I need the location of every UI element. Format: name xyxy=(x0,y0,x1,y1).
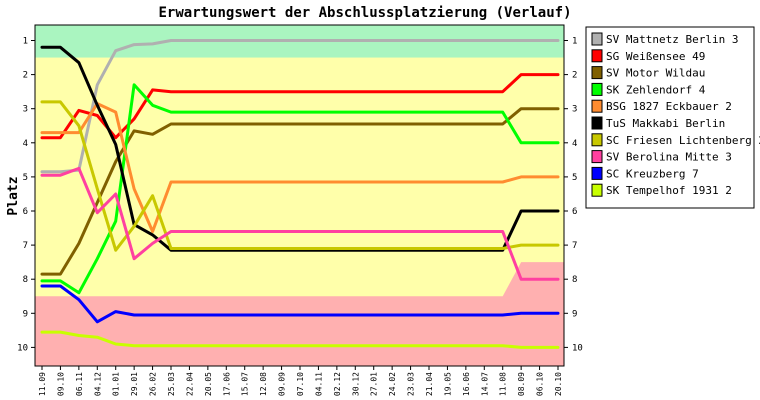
x-tick-label: 17.06 xyxy=(222,372,231,396)
x-tick-label: 08.09 xyxy=(517,372,526,396)
legend-label: TuS Makkabi Berlin xyxy=(606,117,725,130)
legend-label: SC Friesen Lichtenberg 2 xyxy=(606,134,760,147)
legend-swatch xyxy=(591,66,603,80)
y-tick-label-left: 4 xyxy=(23,139,28,149)
x-tick-label: 07.10 xyxy=(296,372,305,396)
x-tick-label: 06.10 xyxy=(536,372,545,396)
x-tick-label: 15.07 xyxy=(241,372,250,396)
legend-label: SV Motor Wildau xyxy=(606,67,705,80)
x-tick-label: 12.08 xyxy=(259,372,268,396)
axes-layer: 1 1 2 2 3 3 4 4 5 5 6 6 7 7 8 8 9 9 10 10 11.09 09.10 06.11 04.… xyxy=(17,24,583,396)
legend-label: BSG 1827 Eckbauer 2 xyxy=(606,100,732,113)
y-axis-label: Platz xyxy=(6,176,21,215)
legend-swatch xyxy=(591,82,603,96)
x-tick-label: 11.08 xyxy=(499,372,508,396)
x-tick-label: 19.05 xyxy=(443,372,452,396)
series-line-10 xyxy=(40,330,560,349)
x-tick-label: 22.04 xyxy=(185,372,194,396)
x-tick-label: 02.12 xyxy=(333,372,342,396)
x-tick-label: 30.12 xyxy=(351,372,360,396)
y-tick-label-right: 7 xyxy=(572,241,577,251)
x-tick-label: 26.02 xyxy=(149,372,158,396)
x-tick-label: 06.11 xyxy=(75,372,84,396)
x-tick-label: 04.11 xyxy=(314,372,323,396)
y-tick-label-right: 2 xyxy=(572,71,577,81)
x-tick-label: 24.02 xyxy=(388,372,397,396)
y-tick-label-right: 1 xyxy=(572,37,577,47)
y-tick-label-right: 9 xyxy=(572,309,577,319)
y-tick-label-right: 10 xyxy=(572,343,583,353)
series-line-4 xyxy=(40,83,560,295)
legend-swatch xyxy=(591,99,603,113)
legend-swatch xyxy=(591,150,603,164)
y-tick-label-left: 6 xyxy=(23,207,28,217)
x-tick-label: 29.01 xyxy=(130,372,139,396)
x-tick-label: 27.01 xyxy=(370,372,379,396)
series-line-5 xyxy=(40,102,560,233)
x-tick-label: 14.07 xyxy=(480,372,489,396)
chart-title: Erwartungswert der Abschlussplatzierung … xyxy=(158,5,571,21)
x-tick-label: 21.04 xyxy=(425,372,434,396)
legend-label: SC Kreuzberg 7 xyxy=(606,167,699,180)
legend-box xyxy=(585,26,755,209)
series-line-8 xyxy=(40,166,560,281)
y-tick-label-left: 5 xyxy=(23,173,28,183)
x-tick-label: 20.05 xyxy=(204,372,213,396)
x-tick-label: 04.12 xyxy=(93,372,102,396)
y-tick-label-right: 4 xyxy=(572,139,577,149)
series-line-6 xyxy=(40,45,560,252)
legend-swatch xyxy=(591,116,603,130)
legend: SV Mattnetz Berlin 3 SG Weißensee 49 SV Mo… xyxy=(585,26,760,209)
legend-swatch xyxy=(591,49,603,63)
x-tick-label: 16.06 xyxy=(462,372,471,396)
y-tick-label-right: 5 xyxy=(572,173,577,183)
y-tick-label-left: 10 xyxy=(17,343,28,353)
x-tick-label: 20.10 xyxy=(554,372,563,396)
x-tick-label: 09.09 xyxy=(278,372,287,396)
legend-label: SK Tempelhof 1931 2 xyxy=(606,184,732,197)
x-tick-label: 25.03 xyxy=(167,372,176,396)
series-line-1 xyxy=(40,39,560,174)
y-tick-label-left: 2 xyxy=(23,71,28,81)
y-tick-label-right: 3 xyxy=(572,105,577,115)
legend-swatch xyxy=(591,133,603,147)
y-tick-label-left: 1 xyxy=(23,37,28,47)
legend-label: SV Berolina Mitte 3 xyxy=(606,151,732,164)
legend-swatch xyxy=(591,183,603,197)
x-tick-label: 09.10 xyxy=(56,372,65,396)
y-tick-label-right: 8 xyxy=(572,275,577,285)
series-line-9 xyxy=(40,284,560,324)
y-tick-label-left: 8 xyxy=(23,275,28,285)
y-tick-label-right: 6 xyxy=(572,207,577,217)
legend-swatch xyxy=(591,32,603,46)
x-tick-label: 11.09 xyxy=(38,372,47,396)
series-layer xyxy=(40,39,560,349)
x-tick-label: 23.03 xyxy=(407,372,416,396)
legend-label: SV Mattnetz Berlin 3 xyxy=(606,33,738,46)
y-tick-label-left: 9 xyxy=(23,309,28,319)
legend-label: SG Weißensee 49 xyxy=(606,50,705,63)
legend-label: SK Zehlendorf 4 xyxy=(606,83,706,96)
x-tick-label: 01.01 xyxy=(112,372,121,396)
y-tick-label-left: 3 xyxy=(23,105,28,115)
y-tick-label-left: 7 xyxy=(23,241,28,251)
legend-swatch xyxy=(591,166,603,180)
